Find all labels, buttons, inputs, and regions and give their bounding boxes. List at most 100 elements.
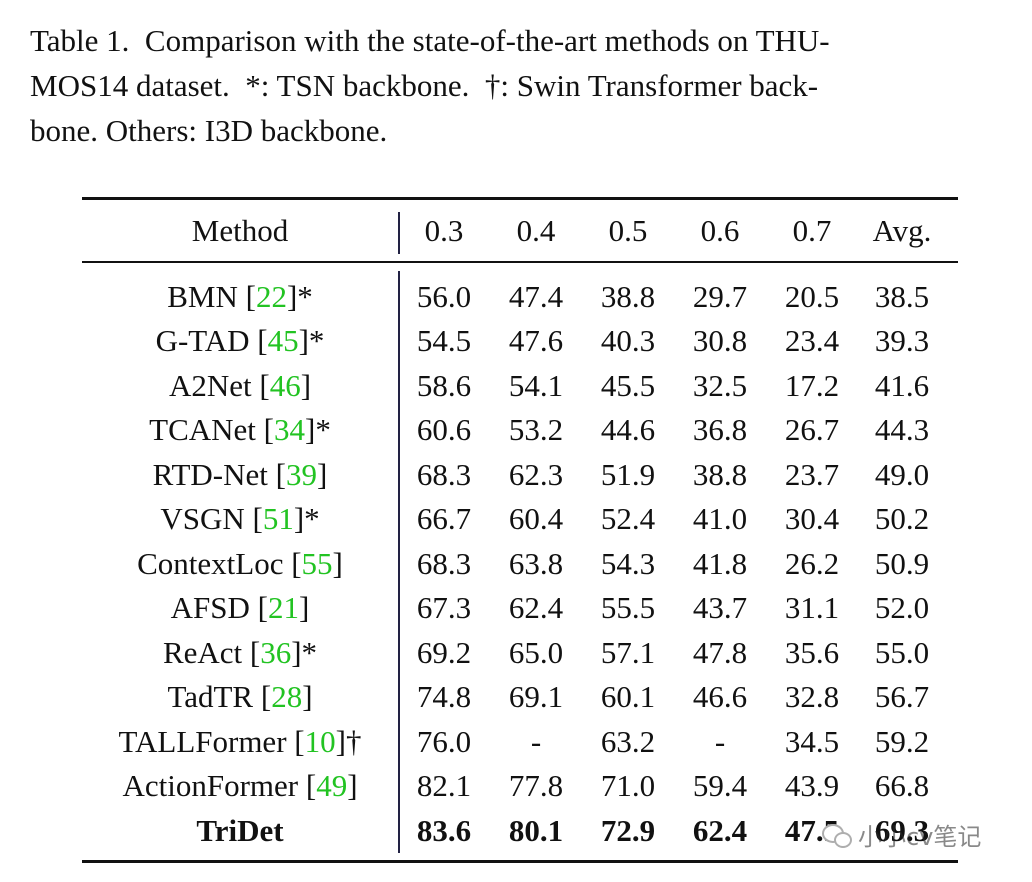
backbone-mark: * bbox=[308, 323, 325, 358]
table-row: TriDet 83.6 80.1 72.9 62.4 47.5 69.3 bbox=[82, 809, 958, 853]
column-divider bbox=[398, 271, 400, 853]
map-cell: 62.4 bbox=[508, 590, 564, 625]
avg-cell: 50.9 bbox=[874, 546, 930, 581]
map-cell: 82.1 bbox=[416, 768, 472, 803]
map-cell: 38.8 bbox=[692, 457, 748, 492]
header-iou: 0.5 bbox=[608, 213, 648, 248]
method-cell: TadTR [28] bbox=[167, 679, 313, 714]
backbone-mark: * bbox=[304, 501, 320, 536]
table-row: TALLFormer [10]† 76.0 - 63.2 - 34.5 59.2 bbox=[82, 720, 958, 764]
citation-link[interactable]: 46 bbox=[269, 368, 301, 403]
avg-cell: 66.8 bbox=[874, 768, 930, 803]
map-cell: 56.0 bbox=[416, 279, 472, 314]
map-cell: - bbox=[530, 724, 542, 759]
method-name: RTD-Net bbox=[152, 457, 268, 492]
method-cell: VSGN [51]* bbox=[160, 501, 320, 536]
map-cell: 40.3 bbox=[600, 323, 656, 358]
map-cell: 60.1 bbox=[600, 679, 656, 714]
avg-cell: 41.6 bbox=[874, 368, 930, 403]
header-method: Method bbox=[191, 213, 289, 248]
citation-link[interactable]: 51 bbox=[262, 501, 294, 536]
citation-link[interactable]: 45 bbox=[267, 323, 299, 358]
method-cell: BMN [22]* bbox=[167, 279, 313, 314]
map-cell: 44.6 bbox=[600, 412, 656, 447]
header-avg: Avg. bbox=[872, 213, 932, 248]
citation-link[interactable]: 21 bbox=[268, 590, 299, 625]
method-name: BMN bbox=[167, 279, 238, 314]
avg-cell: 52.0 bbox=[874, 590, 930, 625]
table-row: ActionFormer [49] 82.1 77.8 71.0 59.4 43.9 66.… bbox=[82, 764, 958, 808]
map-cell: 26.7 bbox=[784, 412, 840, 447]
method-cell: G-TAD [45]* bbox=[155, 323, 325, 358]
citation-link[interactable]: 28 bbox=[271, 679, 303, 714]
citation-link[interactable]: 39 bbox=[285, 457, 317, 492]
map-cell: 29.7 bbox=[692, 279, 748, 314]
method-cell: A2Net [46] bbox=[168, 368, 312, 403]
map-cell: 31.1 bbox=[784, 590, 840, 625]
map-cell: 43.7 bbox=[692, 590, 748, 625]
header-iou: 0.6 bbox=[700, 213, 740, 248]
citation-link[interactable]: 49 bbox=[316, 768, 348, 803]
map-cell: 46.6 bbox=[692, 679, 748, 714]
map-cell: 41.0 bbox=[692, 501, 748, 536]
map-cell: 83.6 bbox=[416, 813, 472, 848]
citation-link[interactable]: 34 bbox=[274, 412, 305, 447]
avg-cell: 49.0 bbox=[874, 457, 930, 492]
citation-link[interactable]: 22 bbox=[255, 279, 287, 314]
map-cell: 66.7 bbox=[416, 501, 472, 536]
method-name: ReAct bbox=[162, 635, 243, 670]
method-cell: ReAct [36]* bbox=[162, 635, 318, 670]
map-cell: 80.1 bbox=[508, 813, 564, 848]
table-row: ReAct [36]* 69.2 65.0 57.1 47.8 35.6 55.0 bbox=[82, 631, 958, 675]
method-cell: AFSD [21] bbox=[170, 590, 310, 625]
method-name: ContextLoc bbox=[137, 546, 284, 581]
header-iou: 0.7 bbox=[792, 213, 832, 248]
method-cell: RTD-Net [39] bbox=[152, 457, 328, 492]
map-cell: 63.2 bbox=[600, 724, 656, 759]
map-cell: 55.5 bbox=[600, 590, 656, 625]
backbone-mark: † bbox=[345, 724, 362, 759]
table-header-row: Method 0.3 0.4 0.5 0.6 0.7 Avg. bbox=[82, 209, 958, 253]
map-cell: 23.7 bbox=[784, 457, 840, 492]
citation-link[interactable]: 10 bbox=[304, 724, 336, 759]
method-name: TriDet bbox=[196, 813, 284, 848]
map-cell: 67.3 bbox=[416, 590, 472, 625]
avg-cell: 39.3 bbox=[874, 323, 930, 358]
backbone-mark: * bbox=[301, 635, 318, 670]
table-row: TadTR [28] 74.8 69.1 60.1 46.6 32.8 56.7 bbox=[82, 675, 958, 719]
map-cell: 63.8 bbox=[508, 546, 564, 581]
map-cell: 51.9 bbox=[600, 457, 656, 492]
method-cell: ContextLoc [55] bbox=[137, 546, 343, 581]
header-iou: 0.3 bbox=[424, 213, 464, 248]
table-row: BMN [22]* 56.0 47.4 38.8 29.7 20.5 38.5 bbox=[82, 275, 958, 319]
map-cell: 77.8 bbox=[508, 768, 564, 803]
method-name: TadTR bbox=[167, 679, 254, 714]
wechat-icon bbox=[822, 822, 852, 848]
table-row: ContextLoc [55] 68.3 63.8 54.3 41.8 26.2 50.9 bbox=[82, 542, 958, 586]
map-cell: 69.1 bbox=[508, 679, 564, 714]
map-cell: 54.3 bbox=[600, 546, 656, 581]
map-cell: 69.2 bbox=[416, 635, 472, 670]
avg-cell: 59.2 bbox=[874, 724, 930, 759]
watermark: 小小cv笔记 bbox=[822, 817, 981, 852]
method-cell: TALLFormer [10]† bbox=[118, 724, 362, 759]
map-cell: - bbox=[714, 724, 726, 759]
table-row: TCANet [34]* 60.6 53.2 44.6 36.8 26.7 44.3 bbox=[82, 408, 958, 452]
table-row: A2Net [46] 58.6 54.1 45.5 32.5 17.2 41.6 bbox=[82, 364, 958, 408]
map-cell: 38.8 bbox=[600, 279, 656, 314]
citation-link[interactable]: 55 bbox=[301, 546, 333, 581]
column-divider bbox=[398, 212, 400, 254]
map-cell: 47.4 bbox=[508, 279, 564, 314]
citation-link[interactable]: 36 bbox=[260, 635, 292, 670]
method-cell: ActionFormer [49] bbox=[122, 768, 358, 803]
avg-cell: 50.2 bbox=[874, 501, 930, 536]
map-cell: 71.0 bbox=[600, 768, 656, 803]
method-name: G-TAD bbox=[155, 323, 250, 358]
map-cell: 30.4 bbox=[784, 501, 840, 536]
map-cell: 60.4 bbox=[508, 501, 564, 536]
table-header-rule bbox=[82, 261, 958, 263]
map-cell: 45.5 bbox=[600, 368, 656, 403]
map-cell: 41.8 bbox=[692, 546, 748, 581]
map-cell: 35.6 bbox=[784, 635, 840, 670]
map-cell: 26.2 bbox=[784, 546, 840, 581]
